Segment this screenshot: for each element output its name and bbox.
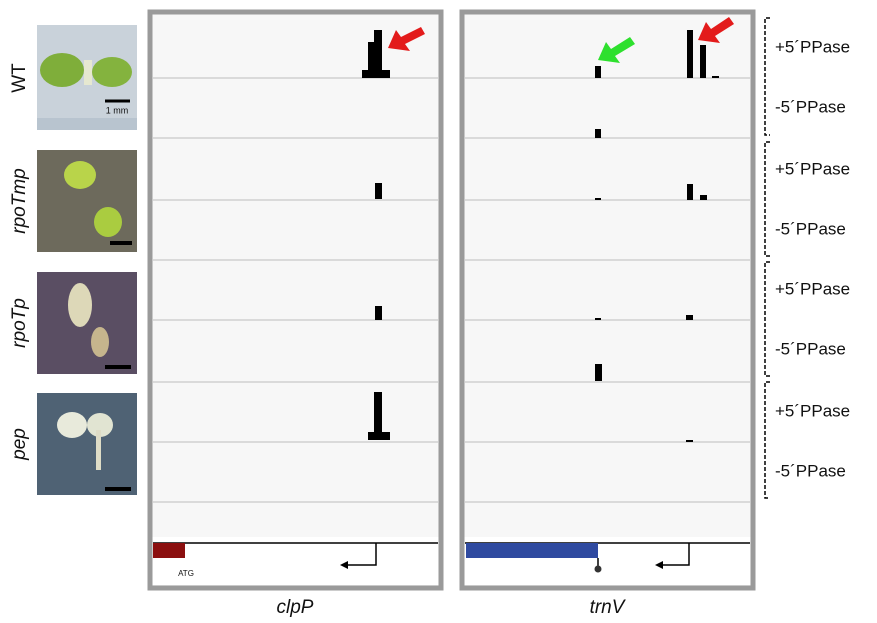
panel-label: clpP xyxy=(277,597,314,618)
panel-frame xyxy=(459,9,756,591)
scale-label: 1 mm xyxy=(106,105,129,115)
treatment-label: +5´PPase xyxy=(775,401,850,420)
treatment-label: +5´PPase xyxy=(775,37,850,56)
bracket xyxy=(764,141,770,257)
row-label: rpoTp xyxy=(9,298,30,348)
treatment-label: -5´PPase xyxy=(775,461,846,480)
treatment-label: +5´PPase xyxy=(775,159,850,178)
bracket xyxy=(764,261,770,377)
panel-frame xyxy=(147,9,444,591)
trnv-reads xyxy=(595,30,719,442)
row-label: rpoTmp xyxy=(9,168,30,233)
row-label: WT xyxy=(9,63,30,93)
start-codon: ATG xyxy=(178,569,194,578)
bracket xyxy=(764,17,770,136)
gene-track: ATG xyxy=(153,542,750,578)
seedling-photos: 1 mm xyxy=(37,25,137,495)
treatment-label: +5´PPase xyxy=(775,279,850,298)
panel-label: trnV xyxy=(590,597,627,618)
lane-lines xyxy=(153,77,750,503)
arrows xyxy=(388,17,734,63)
brackets xyxy=(764,17,770,499)
treatment-label: -5´PPase xyxy=(775,339,846,358)
clpp-reads xyxy=(362,30,390,440)
bracket xyxy=(764,381,770,499)
row-label: pep xyxy=(9,428,30,461)
treatment-label: -5´PPase xyxy=(775,219,846,238)
treatment-label: -5´PPase xyxy=(775,97,846,116)
